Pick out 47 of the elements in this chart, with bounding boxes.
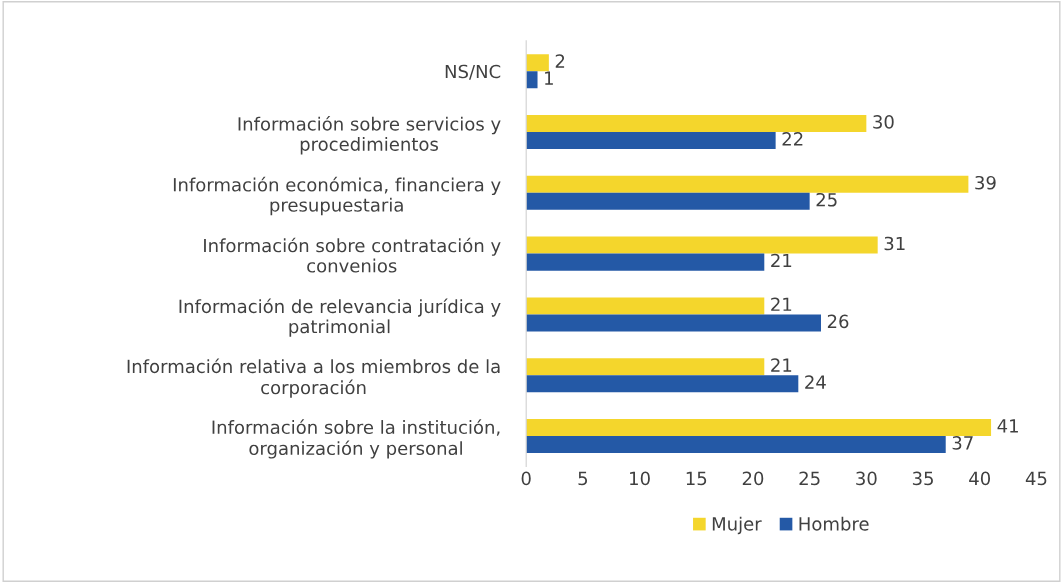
bar bbox=[526, 236, 878, 254]
bar bbox=[526, 192, 810, 210]
bar bbox=[526, 54, 549, 72]
data-label: 41 bbox=[997, 419, 1018, 433]
data-label: 30 bbox=[873, 115, 894, 129]
y-tick-label: NS/NC bbox=[445, 64, 501, 80]
y-tick-label: Información de relevancia jurídica y patrimonial bbox=[179, 298, 501, 337]
bar bbox=[526, 314, 821, 332]
data-label: 21 bbox=[771, 358, 792, 372]
x-tick-label: 0 bbox=[521, 471, 531, 486]
data-label: 31 bbox=[884, 236, 905, 251]
bar bbox=[526, 175, 969, 193]
y-tick-label: Información sobre servicios y procedimientos bbox=[238, 116, 501, 155]
y-tick-label: Información económica, financiera y presupuestaria bbox=[173, 176, 501, 216]
data-label: 2 bbox=[555, 54, 565, 68]
data-label: 21 bbox=[771, 297, 792, 311]
y-tick-label: Información sobre contratación y convenios bbox=[204, 237, 501, 273]
x-tick-label: 5 bbox=[578, 471, 588, 486]
data-label: 1 bbox=[545, 71, 553, 85]
x-tick-label: 20 bbox=[742, 471, 764, 486]
x-tick-label: 40 bbox=[969, 471, 991, 486]
data-label: 25 bbox=[816, 192, 837, 207]
x-tick-label: 35 bbox=[912, 471, 933, 486]
bar bbox=[526, 418, 992, 436]
bar bbox=[526, 71, 538, 89]
bar bbox=[526, 253, 765, 271]
y-tick-label: Información sobre la institución, organización y personal bbox=[212, 419, 500, 459]
data-label: 26 bbox=[827, 314, 849, 329]
x-tick-label: 15 bbox=[686, 471, 707, 486]
bar bbox=[526, 297, 765, 315]
y-tick-label: Información relativa a los miembros de la corporación bbox=[127, 358, 500, 398]
bar bbox=[526, 114, 867, 133]
legend-label: Hombre bbox=[799, 516, 869, 531]
bar bbox=[526, 132, 776, 150]
data-label: 24 bbox=[805, 375, 826, 389]
x-tick-label: 25 bbox=[799, 471, 820, 486]
x-tick-label: 10 bbox=[630, 471, 650, 486]
bar bbox=[526, 436, 946, 454]
bar bbox=[526, 375, 799, 393]
data-label: 21 bbox=[771, 253, 792, 268]
legend-label: Mujer bbox=[712, 516, 762, 535]
x-tick-label: 30 bbox=[856, 471, 877, 486]
bar bbox=[526, 358, 765, 376]
data-label: 37 bbox=[952, 436, 973, 450]
data-label: 22 bbox=[782, 132, 803, 146]
data-label: 39 bbox=[975, 175, 996, 190]
x-tick-label: 45 bbox=[1025, 471, 1047, 486]
